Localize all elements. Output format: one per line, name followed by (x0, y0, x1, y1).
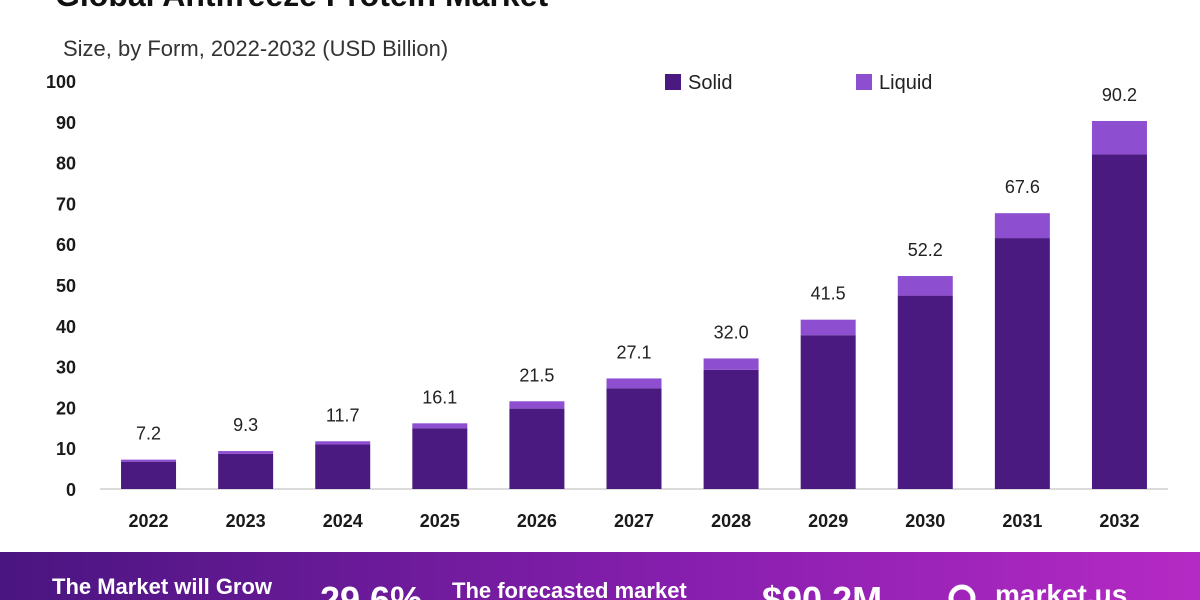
y-tick-label: 40 (56, 317, 76, 337)
bar-segment (218, 453, 274, 489)
total-label: 32.0 (714, 322, 749, 342)
total-label: 9.3 (233, 415, 258, 435)
x-tick-label: 2022 (129, 511, 169, 531)
y-tick-label: 20 (56, 398, 76, 418)
bar-segment (897, 276, 953, 296)
bar-segment (703, 369, 759, 489)
x-tick-label: 2024 (323, 511, 363, 531)
footer-cagr: 29.6% (320, 579, 422, 600)
bar-segment (121, 459, 177, 462)
bar-segment (994, 238, 1050, 489)
total-label: 41.5 (811, 284, 846, 304)
bar-segment (897, 295, 953, 489)
bar-segment (412, 423, 468, 429)
x-tick-label: 2029 (808, 511, 848, 531)
legend-swatch (665, 74, 681, 90)
bar-segment (606, 378, 662, 389)
brand-logo (948, 584, 976, 600)
total-label: 52.2 (908, 240, 943, 260)
x-tick-label: 2023 (226, 511, 266, 531)
bar-segment (800, 335, 856, 489)
chart-subtitle: Size, by Form, 2022-2032 (USD Billion) (63, 36, 448, 61)
footer-grow-label: The Market will Grow (52, 574, 273, 599)
y-tick-label: 30 (56, 358, 76, 378)
bar-segment (315, 444, 371, 489)
chart-title: Global Antifreeze Protein Market (55, 0, 548, 13)
y-tick-label: 100 (46, 72, 76, 92)
y-tick-label: 10 (56, 439, 76, 459)
bar-segment (1091, 120, 1147, 155)
bar-segment (315, 441, 371, 445)
bar-segment (994, 213, 1050, 239)
y-tick-label: 90 (56, 113, 76, 133)
x-tick-label: 2030 (905, 511, 945, 531)
bar-segment (1091, 154, 1147, 489)
footer-band (0, 552, 1200, 600)
y-tick-label: 50 (56, 276, 76, 296)
total-label: 21.5 (519, 365, 554, 385)
footer-brand: market.us (995, 579, 1127, 600)
x-tick-label: 2026 (517, 511, 557, 531)
legend-label: Liquid (879, 72, 932, 94)
legend-label: Solid (688, 72, 732, 94)
x-tick-label: 2025 (420, 511, 460, 531)
x-tick-label: 2027 (614, 511, 654, 531)
bar-segment (218, 451, 274, 454)
bar-segment (509, 401, 565, 409)
legend-swatch (856, 74, 872, 90)
y-tick-label: 60 (56, 235, 76, 255)
x-tick-label: 2031 (1002, 511, 1042, 531)
bar-segment (121, 461, 177, 489)
total-label: 90.2 (1102, 85, 1137, 105)
total-label: 16.1 (422, 387, 457, 407)
x-tick-label: 2028 (711, 511, 751, 531)
bar-segment (509, 408, 565, 489)
bar-segment (412, 428, 468, 489)
total-label: 11.7 (326, 405, 360, 425)
y-tick-label: 0 (66, 480, 76, 500)
footer-forecast-value: $90.2M (762, 579, 882, 600)
bar-segment (606, 388, 662, 489)
y-tick-label: 80 (56, 154, 76, 174)
total-label: 67.6 (1005, 177, 1040, 197)
bar-segment (703, 358, 759, 370)
total-label: 27.1 (616, 342, 651, 362)
y-tick-label: 70 (56, 194, 76, 214)
footer-forecast-label: The forecasted market (452, 578, 687, 600)
total-label: 7.2 (136, 424, 161, 444)
bar-segment (800, 319, 856, 336)
x-tick-label: 2032 (1099, 511, 1139, 531)
